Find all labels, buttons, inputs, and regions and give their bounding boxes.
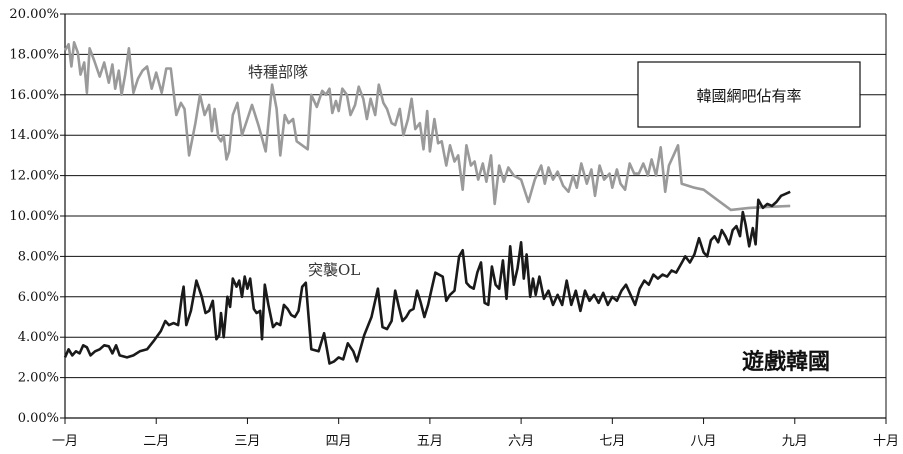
data-series	[63, 40, 791, 365]
y-tick-label: 0.00%	[18, 411, 59, 426]
series-label-special-force: 特種部隊	[248, 63, 308, 81]
x-axis-tick-labels: 一月 二月 三月 四月 五月 六月 七月 八月 九月 十月	[52, 434, 899, 449]
title-box-text: 韓國網吧佔有率	[696, 87, 801, 105]
title-box: 韓國網吧佔有率	[637, 61, 861, 128]
x-tick-label: 七月	[599, 434, 625, 449]
y-tick-label: 18.00%	[9, 47, 59, 62]
axes	[60, 13, 887, 424]
y-tick-label: 16.00%	[9, 88, 59, 103]
brand-text: 遊戲韓國	[742, 349, 830, 375]
title-box-frame	[637, 61, 861, 128]
y-tick-label: 14.00%	[9, 128, 59, 143]
x-tick-label: 八月	[691, 434, 717, 449]
series-label-raid-ol: 突襲OL	[308, 261, 360, 279]
y-tick-label: 12.00%	[9, 169, 59, 184]
y-tick-label: 6.00%	[18, 290, 59, 305]
y-tick-label: 2.00%	[18, 371, 59, 386]
y-axis-tick-labels: 0.00% 2.00% 4.00% 6.00% 8.00% 10.00% 12.00% 14.…	[9, 7, 59, 426]
x-tick-label: 二月	[143, 434, 169, 449]
x-tick-label: 六月	[508, 434, 534, 449]
y-tick-label: 4.00%	[18, 330, 59, 345]
gridlines	[65, 13, 886, 419]
series-line-0	[63, 40, 791, 212]
y-tick-label: 20.00%	[9, 7, 59, 22]
x-tick-label: 一月	[52, 434, 78, 449]
y-tick-label: 8.00%	[18, 249, 59, 264]
x-tick-label: 三月	[234, 434, 260, 449]
x-tick-label: 五月	[417, 434, 443, 449]
x-tick-label: 四月	[326, 434, 352, 449]
x-tick-label: 十月	[873, 434, 899, 449]
x-tick-label: 九月	[782, 434, 808, 449]
series-line-1	[63, 190, 791, 365]
y-tick-label: 10.00%	[9, 209, 59, 224]
